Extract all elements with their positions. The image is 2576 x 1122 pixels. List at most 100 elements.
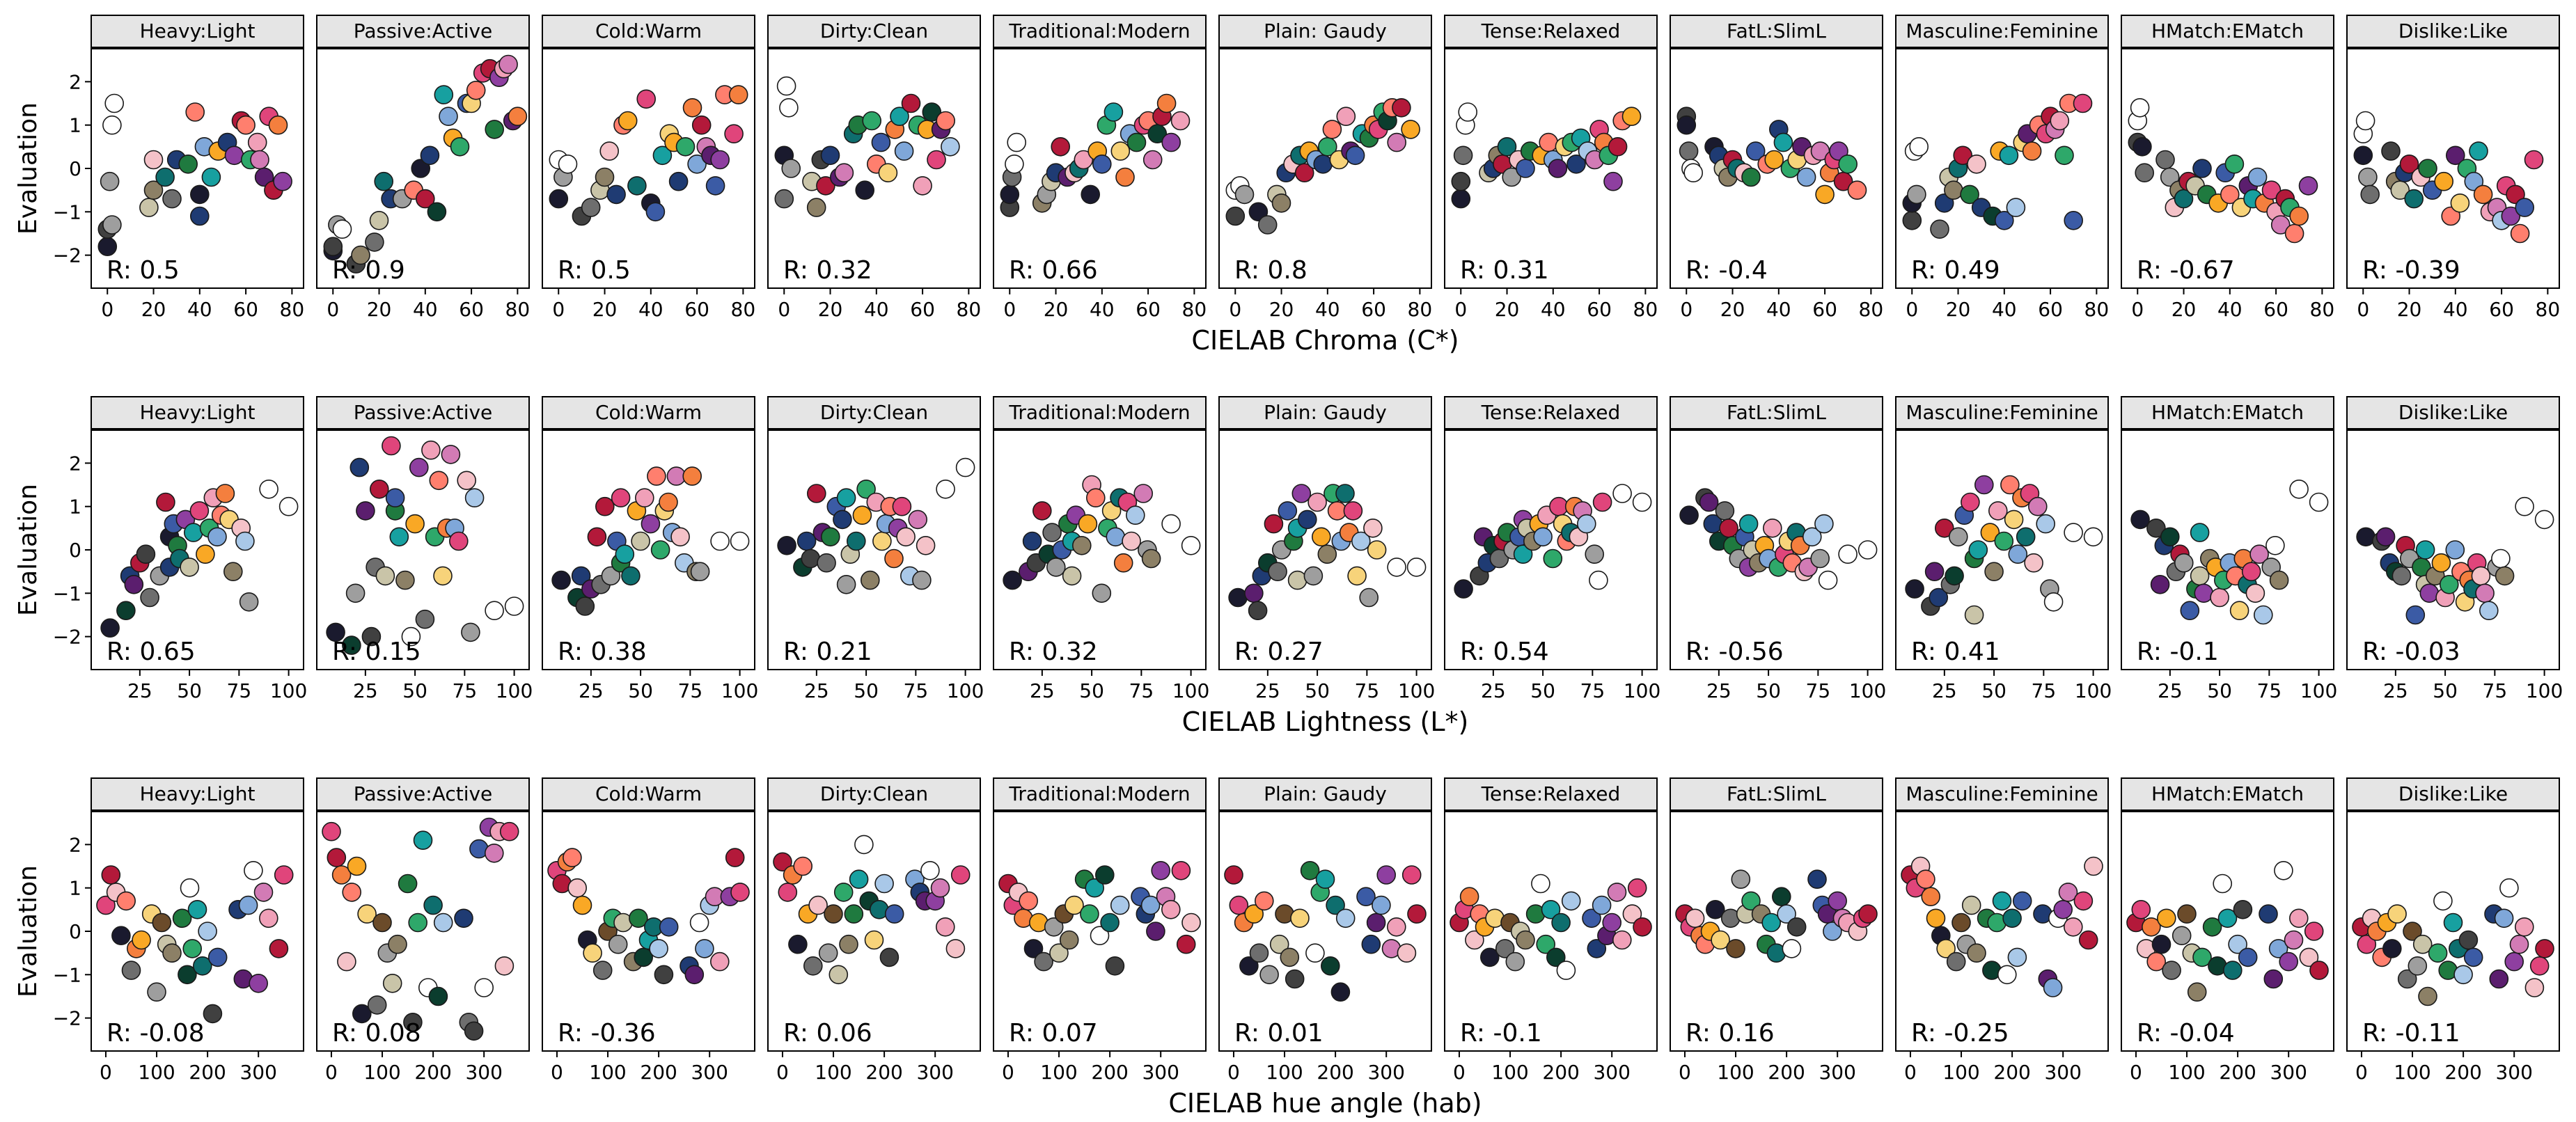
data-point	[1366, 912, 1386, 933]
x-tick-label: 0	[1227, 1061, 1240, 1084]
data-point	[695, 939, 714, 958]
data-point	[2515, 917, 2534, 937]
correlation-label: R: 0.9	[332, 256, 405, 285]
data-point	[139, 198, 159, 217]
data-point	[1924, 562, 1945, 582]
data-point	[423, 895, 443, 915]
data-point	[1322, 120, 1342, 139]
panel: Dislike:Like 0 100 200 300 R: -0.11	[2346, 777, 2560, 1084]
facet-strip	[1444, 777, 1658, 811]
correlation-label: R: 0.32	[1009, 638, 1098, 666]
data-point	[347, 856, 367, 876]
panel: Passive:Active 25 50 75 100 R: 0.15	[316, 396, 533, 702]
facet-strip	[91, 15, 304, 48]
data-point	[861, 570, 880, 590]
data-point	[1003, 570, 1022, 590]
x-tick-label: 200	[2219, 1061, 2256, 1084]
data-point	[773, 852, 792, 872]
data-point	[1676, 115, 1697, 135]
panel: Plain: Gaudy 0 20 40 60 80 R: 0.8	[1218, 15, 1432, 321]
data-point	[331, 865, 352, 885]
x-tick-label: 25	[127, 679, 152, 702]
data-point	[2043, 978, 2063, 997]
data-point	[1546, 947, 1566, 967]
x-tick-label: 25	[353, 679, 378, 702]
x-axis-title: CIELAB Chroma (C*)	[1191, 325, 1459, 356]
x-tick-label: 100	[1942, 1061, 1979, 1084]
data-point	[375, 566, 395, 586]
panel: Passive:Active 0 20 40 60 80 R: 0.9	[316, 15, 530, 321]
data-point	[618, 111, 638, 131]
data-point	[872, 531, 892, 551]
data-point	[1224, 865, 1243, 885]
facet-strip	[2121, 396, 2334, 429]
data-point	[1161, 900, 1181, 919]
data-point	[581, 198, 601, 217]
data-point	[1699, 492, 1719, 512]
chart-row-2: Heavy:Light 25 50 75 100 −2 −1 0 1 2 R: 0.65 Passiv…	[14, 396, 2563, 737]
data-point	[2229, 601, 2249, 621]
data-point	[645, 202, 666, 222]
facet-strip	[1444, 396, 1658, 429]
data-point	[2309, 492, 2329, 512]
data-point	[2192, 947, 2212, 967]
x-tick-label: 100	[1717, 1061, 1754, 1084]
plot-area	[2121, 429, 2334, 670]
data-point	[454, 908, 473, 929]
data-point	[2022, 141, 2042, 161]
data-point	[908, 509, 927, 530]
x-tick-label: 200	[640, 1061, 677, 1084]
x-tick-label: 200	[865, 1061, 902, 1084]
data-point	[1361, 934, 1381, 954]
data-point	[2162, 961, 2181, 980]
chart-row-3: Heavy:Light 0 100 200 300 −2 −1 0 1 2 R: -0.08 Pass…	[14, 777, 2560, 1119]
data-point	[1967, 943, 1986, 963]
x-tick-label: 40	[864, 298, 889, 321]
data-point	[912, 570, 932, 590]
data-point	[874, 874, 894, 894]
x-tick-label: 75	[2483, 679, 2508, 702]
data-point	[2008, 544, 2028, 564]
data-point	[659, 917, 679, 937]
data-point	[433, 566, 453, 586]
panel: Dislike:Like 25 50 75 100 R: -0.03	[2346, 396, 2563, 702]
data-point	[1907, 184, 1926, 205]
data-point	[682, 466, 702, 486]
panel: Passive:Active 0 100 200 300 R: 0.08	[316, 777, 530, 1084]
x-tick-label: 60	[910, 298, 935, 321]
plot-area	[767, 429, 981, 670]
data-point	[636, 89, 657, 109]
data-point	[1078, 514, 1098, 534]
facet-strip	[1218, 777, 1432, 811]
x-tick-label: 40	[187, 298, 212, 321]
x-tick-label: 100	[270, 679, 307, 702]
data-point	[916, 535, 936, 555]
data-point	[1731, 869, 1751, 889]
x-tick-label: 40	[638, 298, 663, 321]
data-point	[675, 137, 696, 157]
data-point	[856, 479, 876, 499]
data-point	[1916, 869, 1935, 889]
data-point	[2475, 583, 2495, 603]
data-point	[1022, 531, 1042, 551]
data-point	[1406, 558, 1427, 577]
data-point	[2142, 917, 2161, 937]
data-point	[1935, 518, 1954, 538]
data-point	[132, 930, 151, 950]
facet-strip	[993, 396, 1207, 429]
data-point	[549, 189, 569, 209]
correlation-label: R: -0.1	[2137, 638, 2219, 666]
data-point	[1146, 922, 1165, 941]
y-axis-title: Evaluation	[14, 865, 42, 997]
y-axis-title: Evaluation	[14, 102, 42, 235]
data-point	[1589, 570, 1608, 590]
facet-strip-label: Traditional:Modern	[1008, 401, 1190, 424]
data-point	[691, 115, 712, 135]
x-axis-title: CIELAB hue angle (hab)	[1168, 1088, 1482, 1119]
data-point	[401, 626, 421, 647]
x-tick-label: 100	[1624, 679, 1660, 702]
data-point	[2217, 908, 2238, 929]
data-point	[1298, 509, 1317, 530]
correlation-label: R: 0.41	[1911, 638, 2000, 666]
x-tick-label: 100	[947, 679, 984, 702]
